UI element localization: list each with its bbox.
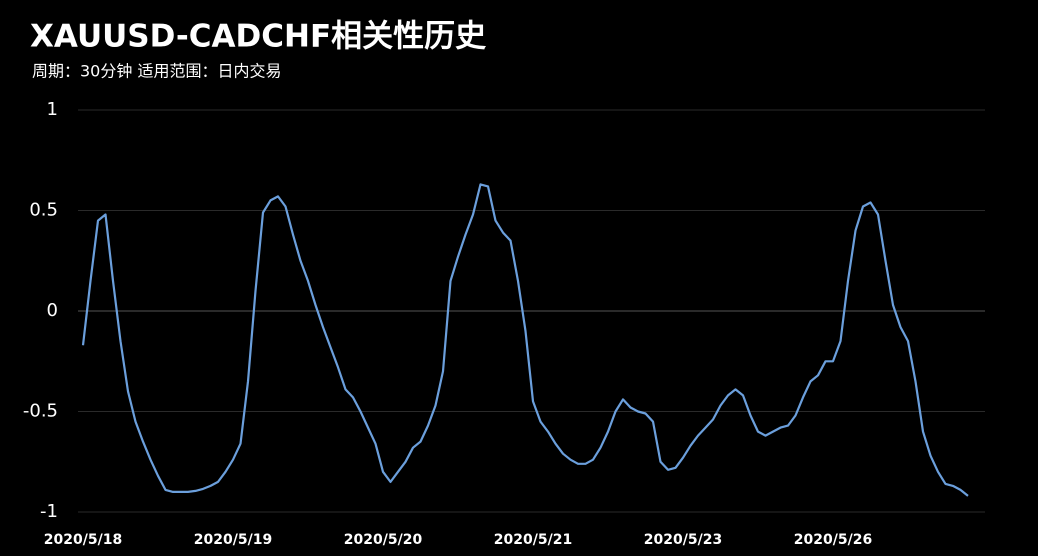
y-tick-label: -0.5 — [23, 401, 58, 422]
y-tick-label: 0 — [47, 300, 58, 321]
data-line — [81, 183, 969, 497]
y-tick-label: 1 — [47, 99, 58, 120]
chart-subtitle: 周期：30分钟 适用范围：日内交易 — [32, 62, 281, 81]
x-tick-label: 2020/5/21 — [494, 532, 572, 548]
x-tick-label: 2020/5/23 — [644, 532, 722, 548]
x-tick-label: 2020/5/26 — [794, 532, 872, 548]
y-tick-label: -1 — [40, 501, 58, 522]
x-tick-label: 2020/5/19 — [194, 532, 272, 548]
x-tick-label: 2020/5/20 — [344, 532, 423, 548]
chart-title: XAUUSD-CADCHF相关性历史 — [30, 19, 486, 55]
y-tick-label: 0.5 — [29, 200, 58, 221]
x-tick-label: 2020/5/18 — [44, 532, 122, 548]
